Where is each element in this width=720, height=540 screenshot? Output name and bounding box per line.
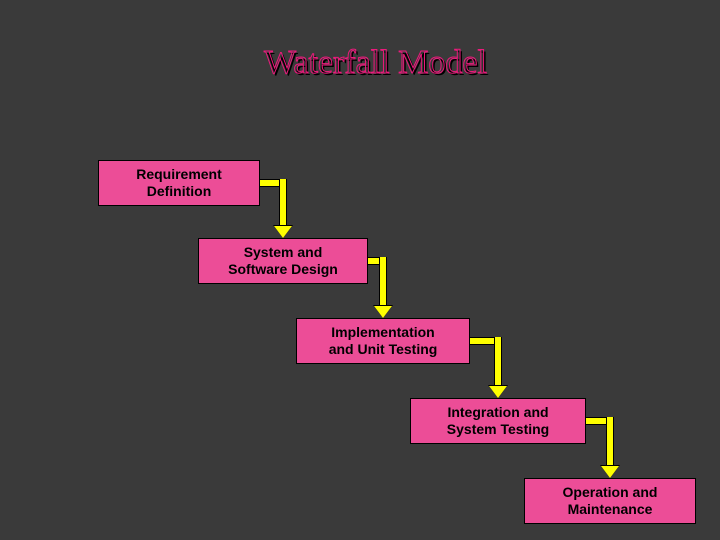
stage-box-4: Operation andMaintenance	[524, 478, 696, 524]
stage-label: System andSoftware Design	[228, 244, 338, 278]
arrowhead-icon-3	[601, 466, 619, 478]
stage-box-0: RequirementDefinition	[98, 160, 260, 206]
connector-v-0	[279, 179, 287, 226]
stage-label: Operation andMaintenance	[563, 484, 658, 518]
stage-box-3: Integration andSystem Testing	[410, 398, 586, 444]
stage-label: Integration andSystem Testing	[447, 404, 549, 438]
connector-v-1	[379, 257, 387, 306]
connector-v-2	[494, 337, 502, 386]
arrowhead-icon-1	[374, 306, 392, 318]
stage-label: RequirementDefinition	[136, 166, 222, 200]
stage-box-2: Implementationand Unit Testing	[296, 318, 470, 364]
stage-label: Implementationand Unit Testing	[329, 324, 438, 358]
arrowhead-icon-0	[274, 226, 292, 238]
arrowhead-icon-2	[489, 386, 507, 398]
connector-v-3	[606, 417, 614, 466]
slide-title: Waterfall Model	[264, 44, 487, 82]
stage-box-1: System andSoftware Design	[198, 238, 368, 284]
